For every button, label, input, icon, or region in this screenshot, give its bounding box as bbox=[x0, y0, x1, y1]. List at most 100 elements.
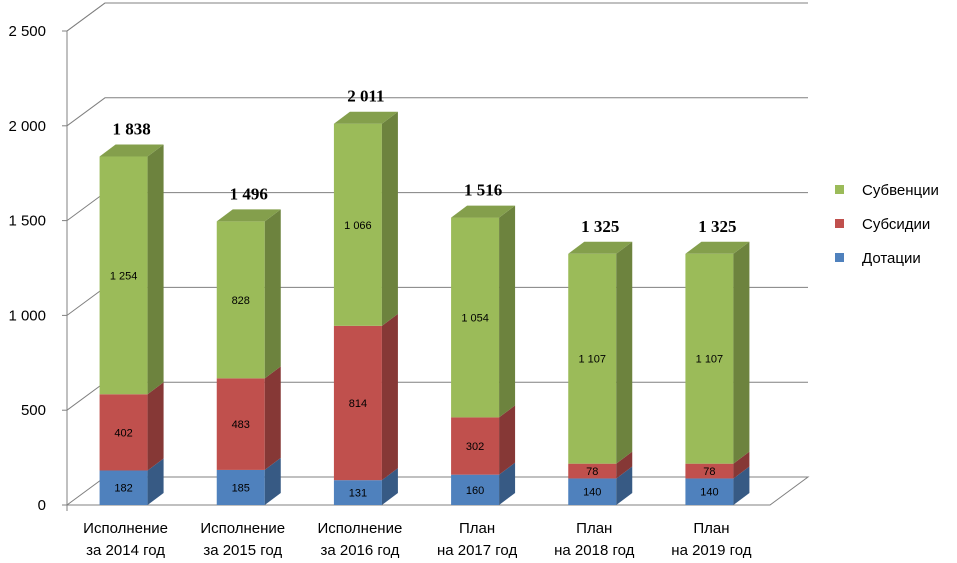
data-label: 814 bbox=[349, 398, 367, 410]
data-label: 828 bbox=[232, 295, 250, 307]
bar-side bbox=[733, 451, 750, 479]
data-label: 78 bbox=[703, 466, 715, 478]
bar-segment: 483 bbox=[216, 366, 281, 470]
bar-front bbox=[685, 478, 734, 505]
category-label-line: Исполнение bbox=[83, 520, 168, 537]
bar-segment: 1 107 bbox=[568, 241, 633, 464]
category-label-line: за 2014 год bbox=[86, 542, 165, 559]
bar-side bbox=[264, 457, 281, 505]
category-label: План на 2017 год bbox=[437, 520, 517, 559]
y-tick-label: 2 000 bbox=[8, 118, 46, 135]
bar-front bbox=[333, 480, 382, 505]
bar-top bbox=[99, 144, 164, 157]
category-label: Исполнение за 2014 год bbox=[83, 520, 168, 559]
bar-side bbox=[381, 468, 398, 505]
side-wall bbox=[66, 2, 106, 505]
category-label-line: Исполнение bbox=[318, 520, 403, 537]
category-label: План на 2018 год bbox=[554, 520, 634, 559]
floor bbox=[65, 476, 810, 506]
legend-label: Субсидии bbox=[862, 216, 930, 233]
bars: 182 402 1 254 1 838 185 483 828 1 496 131 814 1 06… bbox=[99, 87, 750, 505]
data-label: 185 bbox=[232, 482, 250, 494]
category-label-line: План bbox=[576, 520, 612, 537]
bar-top bbox=[568, 241, 633, 254]
category-label: Исполнение за 2015 год bbox=[200, 520, 285, 559]
legend-item: Дотации bbox=[835, 250, 921, 267]
category-label-line: за 2015 год bbox=[203, 542, 282, 559]
total-label: 1 325 bbox=[698, 217, 736, 236]
bar-front bbox=[216, 221, 265, 379]
y-tick-label: 500 bbox=[21, 402, 46, 419]
data-label: 1 066 bbox=[344, 220, 372, 232]
bar-segment: 402 bbox=[99, 382, 164, 471]
category-label: План на 2019 год bbox=[671, 520, 751, 559]
bar-front bbox=[99, 470, 148, 505]
bar-segment: 302 bbox=[451, 405, 516, 475]
bar-front bbox=[99, 394, 148, 471]
bar-segment: 78 bbox=[685, 451, 750, 479]
bar-front bbox=[451, 474, 500, 505]
category-label-line: План bbox=[693, 520, 729, 537]
bar-segment: 160 bbox=[451, 462, 516, 505]
data-label: 483 bbox=[232, 419, 250, 431]
total-label: 1 838 bbox=[112, 120, 150, 139]
bar-segment: 182 bbox=[99, 458, 164, 505]
total-label: 2 011 bbox=[347, 87, 384, 106]
bar-front bbox=[333, 325, 382, 481]
legend-item: Субвенции bbox=[835, 182, 939, 199]
bar-side bbox=[616, 241, 633, 464]
legend-label: Дотации bbox=[862, 250, 921, 267]
data-label: 140 bbox=[700, 487, 718, 499]
data-label: 160 bbox=[466, 485, 484, 497]
bar-front bbox=[99, 156, 148, 395]
bar-front bbox=[568, 463, 617, 479]
bar-side bbox=[499, 462, 516, 505]
bar-top bbox=[685, 241, 750, 254]
bar-side bbox=[381, 111, 398, 326]
bar-top bbox=[451, 205, 516, 218]
data-label: 1 107 bbox=[578, 354, 606, 366]
category-label-line: за 2016 год bbox=[320, 542, 399, 559]
bar-front bbox=[568, 253, 617, 464]
bar-segment: 185 bbox=[216, 457, 281, 505]
category-label-line: Исполнение bbox=[200, 520, 285, 537]
data-label: 78 bbox=[586, 466, 598, 478]
y-tick-label: 1 000 bbox=[8, 307, 46, 324]
total-label: 1 496 bbox=[230, 184, 268, 203]
y-axis-ticks: 0 500 1 000 1 500 2 000 2 500 bbox=[8, 23, 67, 514]
y-tick-label: 1 500 bbox=[8, 213, 46, 230]
legend-swatch bbox=[835, 253, 844, 262]
bar-side bbox=[147, 144, 164, 395]
y-tick-label: 0 bbox=[38, 497, 46, 514]
category-label-line: План bbox=[459, 520, 495, 537]
bar-segment: 814 bbox=[333, 313, 398, 481]
data-label: 302 bbox=[466, 441, 484, 453]
category-label: Исполнение за 2016 год bbox=[318, 520, 403, 559]
bar-segment: 78 bbox=[568, 451, 633, 479]
total-label: 1 516 bbox=[464, 181, 502, 200]
legend: Субвенции Субсидии Дотации bbox=[835, 182, 939, 267]
bar-side bbox=[733, 241, 750, 464]
gridline bbox=[66, 192, 808, 222]
legend-swatch bbox=[835, 185, 844, 194]
category-label-line: на 2019 год bbox=[671, 542, 751, 559]
bar-segment: 1 066 bbox=[333, 111, 398, 326]
bar-side bbox=[733, 466, 750, 505]
data-label: 1 254 bbox=[110, 270, 138, 282]
bar-segment: 828 bbox=[216, 209, 281, 379]
bar-front bbox=[216, 469, 265, 505]
bar-side bbox=[499, 205, 516, 418]
bar-segment: 1 107 bbox=[685, 241, 750, 464]
data-label: 131 bbox=[349, 488, 367, 500]
data-label: 1 054 bbox=[461, 312, 489, 324]
bar-side bbox=[616, 466, 633, 505]
x-axis-categories: Исполнение за 2014 год Исполнение за 2015 г… bbox=[83, 520, 752, 559]
bar-front bbox=[451, 217, 500, 418]
data-label: 1 107 bbox=[696, 354, 724, 366]
bar-segment: 140 bbox=[568, 466, 633, 505]
bar-top bbox=[216, 209, 281, 222]
bar-front bbox=[568, 478, 617, 505]
data-label: 182 bbox=[114, 483, 132, 495]
total-label: 1 325 bbox=[581, 217, 619, 236]
